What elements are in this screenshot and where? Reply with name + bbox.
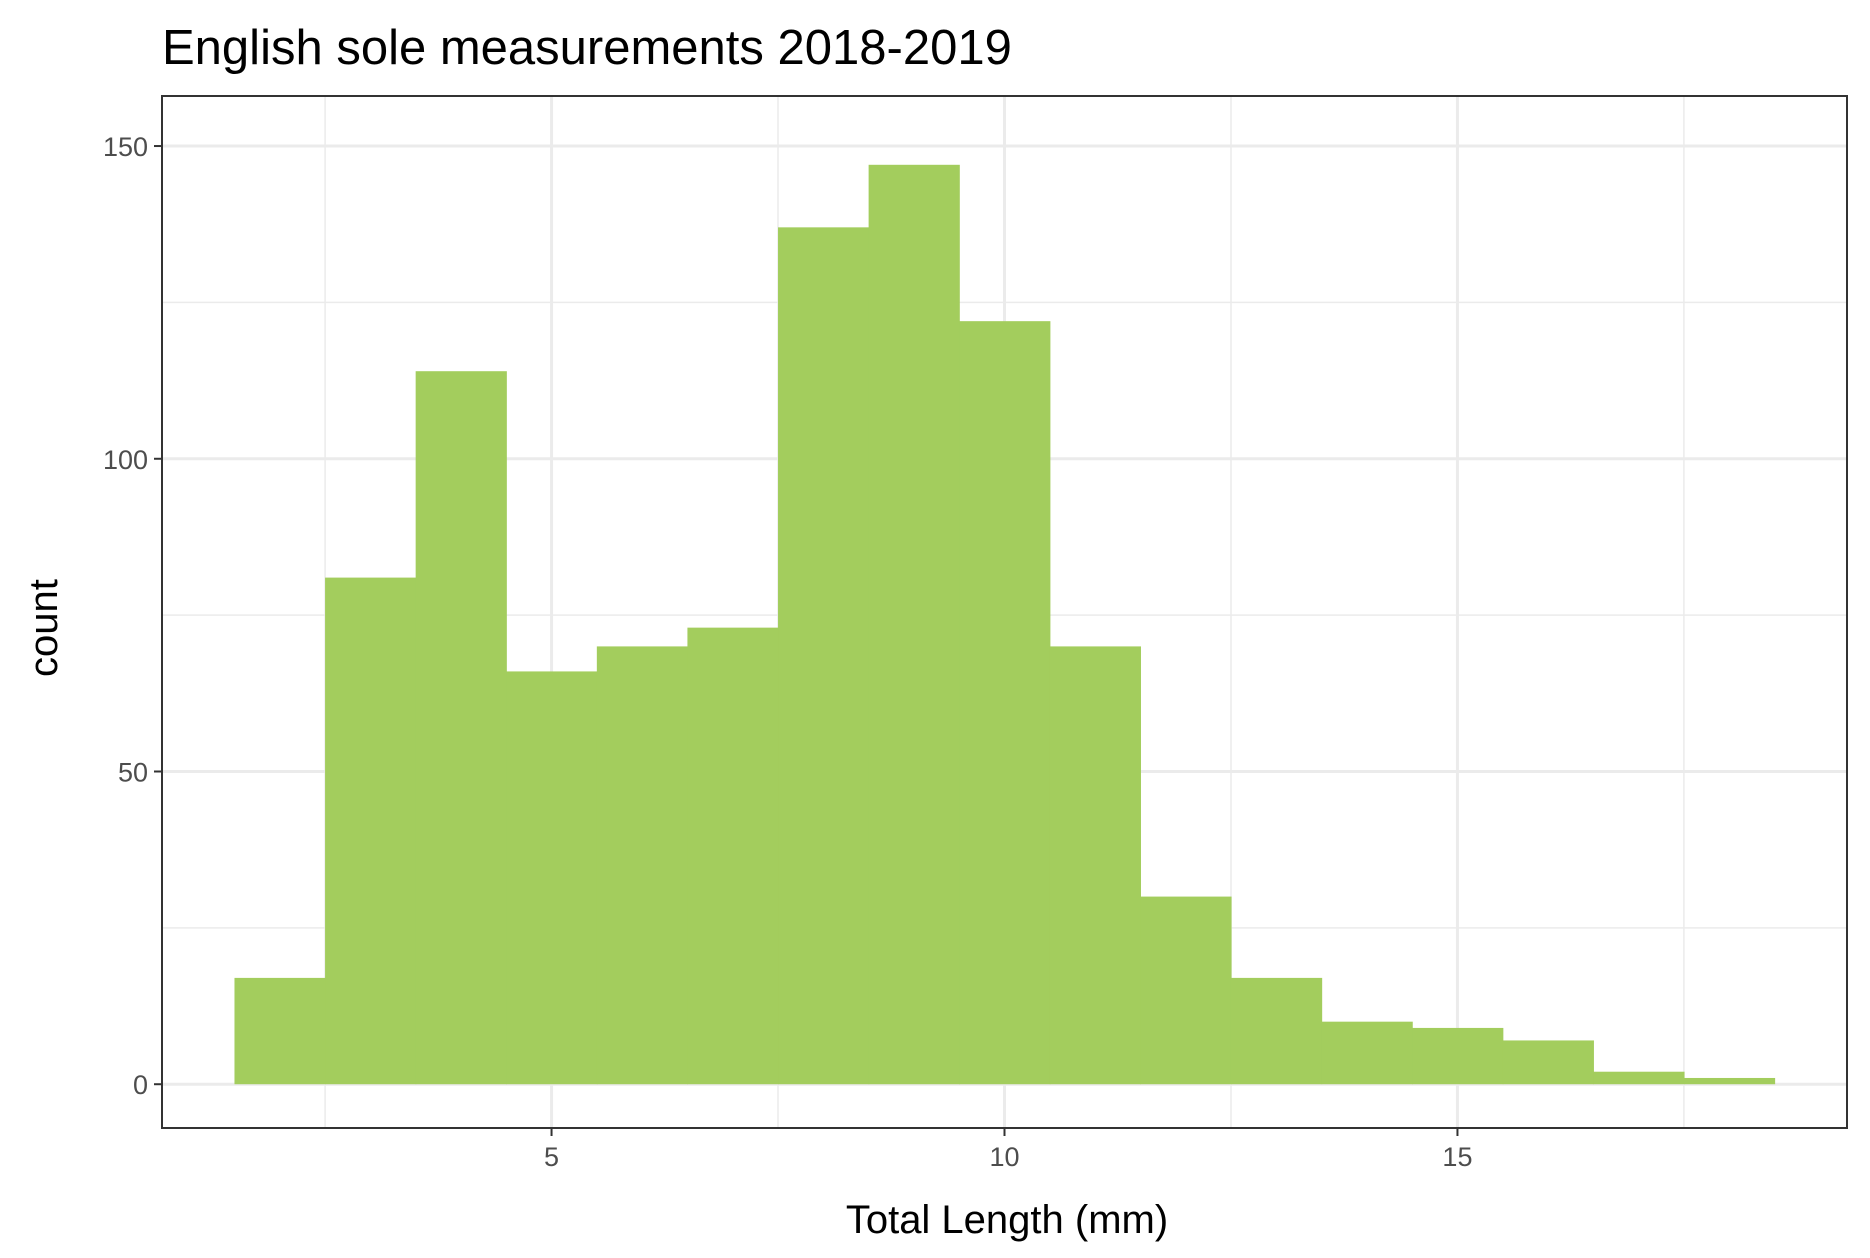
histogram-bar	[325, 577, 417, 1085]
x-tick-label: 10	[989, 1142, 1019, 1172]
histogram-bar	[1502, 1040, 1594, 1085]
histogram-bar	[1140, 896, 1232, 1085]
x-tick-label: 15	[1442, 1142, 1472, 1172]
histogram-bar	[506, 671, 598, 1085]
y-tick-label: 0	[133, 1070, 148, 1100]
histogram-bar	[415, 371, 507, 1085]
histogram-bar	[868, 164, 960, 1085]
y-tick-label: 50	[118, 757, 148, 787]
chart-title: English sole measurements 2018-2019	[162, 21, 1012, 75]
x-axis-title: Total Length (mm)	[846, 1198, 1168, 1242]
histogram-bar	[1230, 977, 1323, 1085]
y-tick-label: 150	[103, 132, 148, 162]
histogram-bar	[687, 627, 779, 1085]
histogram-bar	[1412, 1027, 1504, 1085]
histogram-bar	[234, 977, 326, 1085]
histogram-bars	[234, 164, 1776, 1085]
y-tick-label: 100	[103, 445, 148, 475]
histogram-bar	[959, 321, 1051, 1085]
y-axis-title: count	[22, 579, 66, 677]
histogram-bar	[596, 646, 689, 1085]
histogram-bar	[1049, 646, 1141, 1085]
histogram-bar	[1321, 1021, 1413, 1085]
x-tick-label: 5	[544, 1142, 559, 1172]
histogram-bar	[1683, 1077, 1776, 1085]
histogram-bar	[1593, 1071, 1685, 1085]
histogram-bar	[778, 227, 870, 1085]
